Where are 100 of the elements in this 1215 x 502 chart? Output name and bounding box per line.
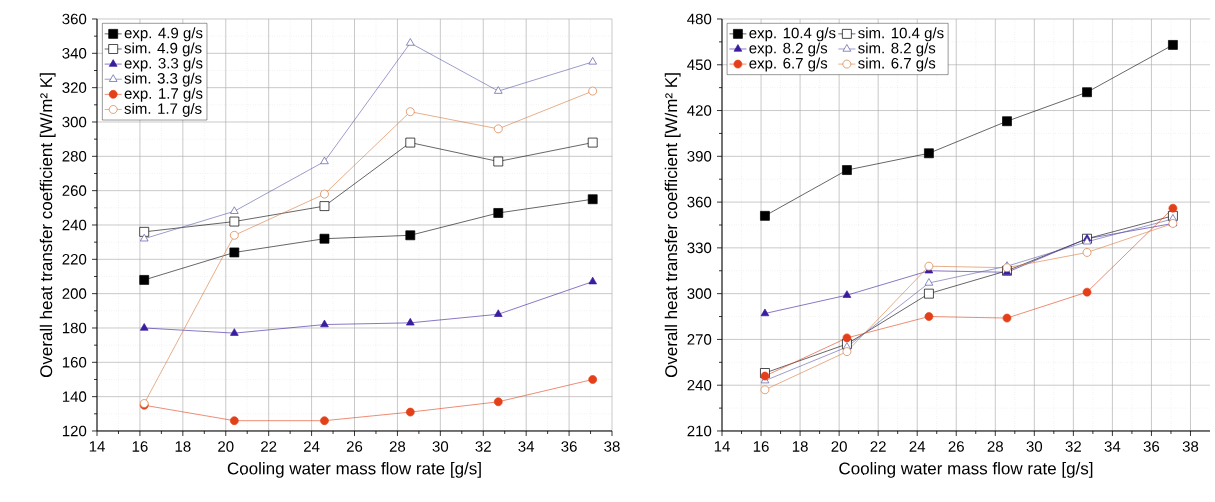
legend-label: exp. 3.3 g/s <box>124 57 203 72</box>
point <box>320 189 329 199</box>
x-tick-label: 28 <box>987 441 1003 452</box>
point <box>494 86 503 94</box>
point <box>842 347 852 356</box>
x-tick-label: 18 <box>792 441 808 452</box>
y-tick-label: 360 <box>687 196 712 208</box>
legend-label: exp. 8.2 g/s <box>749 42 828 57</box>
point <box>229 247 240 258</box>
point <box>320 156 329 165</box>
x-axis-title: Cooling water mass flow rate [g/s] <box>227 462 481 478</box>
x-tick-label: 16 <box>132 441 148 452</box>
y-tick-label: 480 <box>687 13 712 25</box>
y-tick-label: 300 <box>62 116 87 128</box>
point <box>842 290 852 298</box>
x-tick-label: 36 <box>1143 441 1160 452</box>
y-tick-label: 360 <box>62 13 87 25</box>
point <box>229 216 240 227</box>
x-tick-label: 20 <box>218 441 234 452</box>
point <box>230 206 239 214</box>
y-tick-label: 210 <box>687 425 712 437</box>
legend-label: exp. 4.9 g/s <box>124 27 203 42</box>
point <box>1168 203 1178 213</box>
y-tick-label: 240 <box>62 219 87 231</box>
point <box>493 397 503 407</box>
point <box>1168 40 1178 50</box>
point <box>760 385 770 395</box>
point <box>493 156 504 167</box>
y-tick-label: 340 <box>62 48 87 59</box>
point <box>842 333 852 343</box>
x-tick-label: 26 <box>346 441 363 452</box>
point <box>319 233 330 244</box>
x-tick-label: 16 <box>753 441 769 452</box>
point <box>924 288 934 299</box>
x-tick-label: 26 <box>948 441 964 452</box>
y-tick-label: 260 <box>62 185 87 196</box>
point <box>405 137 416 148</box>
legend-label: sim. 10.4 g/s <box>858 27 944 42</box>
point <box>405 107 415 117</box>
point <box>588 276 597 285</box>
y-tick-label: 200 <box>62 288 87 299</box>
point <box>924 278 934 286</box>
legend-label: sim. 8.2 g/s <box>858 42 936 57</box>
point <box>493 124 503 134</box>
point <box>588 375 598 384</box>
point <box>406 317 415 326</box>
x-tick-label: 36 <box>561 441 577 452</box>
point <box>760 308 770 317</box>
point <box>139 323 149 331</box>
y-tick-label: 180 <box>62 322 87 334</box>
legend-label: exp. 6.7 g/s <box>749 57 828 72</box>
point <box>924 312 934 321</box>
x-tick-label: 32 <box>475 441 491 452</box>
y-tick-label: 240 <box>687 379 712 391</box>
point <box>588 57 597 65</box>
y-tick-label: 140 <box>62 391 87 402</box>
x-tick-label: 14 <box>714 441 730 452</box>
point <box>842 165 852 175</box>
point <box>1082 87 1092 98</box>
point <box>139 233 149 242</box>
legend-label: sim. 6.7 g/s <box>858 57 936 72</box>
point <box>139 275 150 285</box>
point <box>139 227 150 237</box>
point <box>1082 287 1092 297</box>
y-tick-label: 320 <box>62 82 87 93</box>
point <box>406 38 415 46</box>
point <box>493 208 504 218</box>
x-tick-label: 20 <box>831 441 847 452</box>
x-tick-label: 22 <box>261 441 277 452</box>
point <box>924 148 934 159</box>
point <box>587 137 598 148</box>
x-tick-label: 34 <box>1104 441 1121 452</box>
point <box>1082 248 1092 257</box>
x-tick-label: 24 <box>304 441 320 452</box>
point <box>320 319 329 328</box>
y-tick-label: 420 <box>687 105 712 116</box>
point <box>229 230 239 240</box>
point <box>319 201 330 211</box>
point <box>760 210 770 221</box>
x-tick-label: 22 <box>870 441 886 452</box>
x-tick-label: 30 <box>432 441 449 452</box>
legend-label: sim. 3.3 g/s <box>124 72 202 87</box>
point <box>494 309 503 317</box>
point <box>1002 313 1012 323</box>
legend-label: exp. 10.4 g/s <box>749 27 836 42</box>
x-axis-title: Cooling water mass flow rate [g/s] <box>839 462 1093 478</box>
point <box>320 416 329 426</box>
y-axis-title: Overall heat transfer coefficient [W/m² K] <box>39 73 56 378</box>
point <box>588 86 598 96</box>
legend-label: exp. 1.7 g/s <box>124 87 203 102</box>
point <box>924 261 934 271</box>
y-tick-label: 280 <box>62 151 87 162</box>
x-tick-label: 24 <box>909 441 926 452</box>
legend-label: sim. 4.9 g/s <box>124 42 202 57</box>
point <box>587 194 598 205</box>
point <box>405 230 416 241</box>
point <box>1002 116 1012 127</box>
y-tick-label: 220 <box>62 254 87 265</box>
point <box>230 328 239 336</box>
x-tick-label: 18 <box>175 441 191 452</box>
